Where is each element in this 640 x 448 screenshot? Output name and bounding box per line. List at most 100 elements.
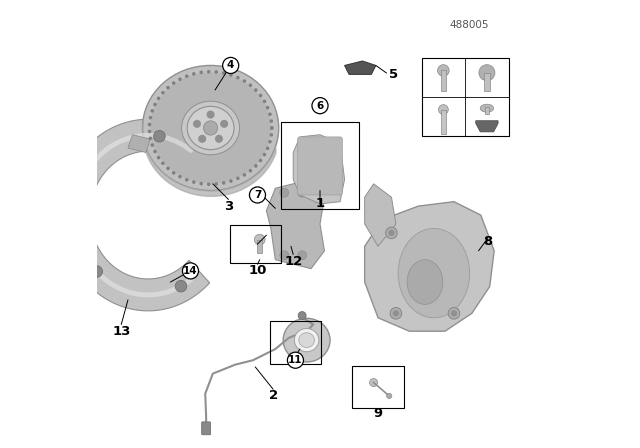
Circle shape — [248, 169, 252, 172]
Ellipse shape — [143, 65, 278, 190]
Ellipse shape — [480, 104, 493, 112]
Circle shape — [298, 251, 307, 260]
Circle shape — [161, 91, 164, 95]
Circle shape — [298, 188, 307, 197]
Circle shape — [388, 230, 395, 236]
Text: 12: 12 — [284, 255, 302, 268]
Circle shape — [259, 159, 262, 162]
Circle shape — [172, 171, 175, 175]
Text: 13: 13 — [112, 325, 131, 338]
Circle shape — [153, 150, 157, 153]
FancyBboxPatch shape — [441, 70, 446, 90]
Circle shape — [287, 352, 303, 368]
Circle shape — [248, 83, 252, 87]
Text: 488005: 488005 — [450, 20, 490, 30]
Polygon shape — [293, 135, 344, 204]
FancyBboxPatch shape — [298, 137, 342, 195]
Circle shape — [254, 164, 257, 168]
Circle shape — [207, 70, 211, 73]
Circle shape — [222, 71, 225, 75]
Text: 10: 10 — [248, 264, 267, 277]
Circle shape — [236, 76, 239, 79]
Circle shape — [448, 307, 460, 319]
Ellipse shape — [294, 328, 319, 352]
Circle shape — [438, 105, 448, 115]
Text: 2: 2 — [269, 389, 278, 402]
Circle shape — [148, 116, 152, 120]
Circle shape — [222, 181, 225, 185]
Circle shape — [157, 97, 161, 100]
Text: 5: 5 — [389, 68, 398, 81]
Circle shape — [280, 188, 289, 197]
Circle shape — [204, 121, 218, 135]
Text: 1: 1 — [316, 198, 324, 211]
Circle shape — [254, 234, 265, 245]
Text: 14: 14 — [183, 266, 198, 276]
Circle shape — [312, 98, 328, 114]
Ellipse shape — [283, 318, 330, 362]
FancyBboxPatch shape — [484, 108, 489, 114]
Circle shape — [161, 161, 164, 165]
FancyBboxPatch shape — [484, 73, 490, 90]
Circle shape — [198, 135, 206, 143]
Circle shape — [153, 103, 157, 106]
Circle shape — [229, 73, 233, 77]
Polygon shape — [365, 202, 494, 331]
Polygon shape — [61, 119, 210, 311]
Circle shape — [393, 310, 399, 316]
Circle shape — [182, 263, 198, 279]
Circle shape — [200, 71, 203, 74]
Circle shape — [390, 307, 402, 319]
Polygon shape — [266, 179, 324, 269]
Circle shape — [154, 130, 165, 142]
Circle shape — [298, 311, 306, 319]
FancyBboxPatch shape — [202, 422, 211, 435]
Ellipse shape — [299, 333, 314, 348]
Circle shape — [254, 88, 257, 92]
Circle shape — [150, 143, 154, 147]
Circle shape — [259, 94, 262, 97]
Text: 8: 8 — [483, 235, 492, 248]
Circle shape — [386, 227, 397, 239]
Circle shape — [268, 112, 272, 116]
Ellipse shape — [398, 228, 470, 318]
Circle shape — [215, 135, 223, 143]
Circle shape — [192, 180, 196, 184]
Circle shape — [220, 120, 228, 128]
Circle shape — [148, 129, 151, 133]
Circle shape — [243, 173, 246, 177]
Text: 3: 3 — [224, 200, 233, 213]
Circle shape — [178, 175, 182, 178]
Ellipse shape — [187, 106, 234, 150]
Ellipse shape — [150, 73, 271, 183]
Circle shape — [214, 182, 218, 186]
Circle shape — [148, 137, 152, 140]
Polygon shape — [365, 184, 396, 246]
Circle shape — [200, 182, 203, 185]
Circle shape — [266, 106, 269, 109]
Circle shape — [214, 70, 218, 74]
Circle shape — [207, 182, 211, 186]
Circle shape — [269, 119, 273, 123]
Text: 9: 9 — [374, 407, 383, 420]
Circle shape — [438, 65, 449, 76]
Circle shape — [262, 153, 266, 156]
FancyBboxPatch shape — [441, 110, 445, 134]
Circle shape — [479, 65, 495, 81]
Polygon shape — [128, 135, 150, 152]
Circle shape — [166, 167, 170, 170]
Circle shape — [150, 109, 154, 113]
Ellipse shape — [407, 260, 443, 304]
Circle shape — [185, 74, 189, 78]
Circle shape — [262, 99, 266, 103]
Circle shape — [270, 126, 273, 130]
Text: 7: 7 — [254, 190, 261, 200]
Circle shape — [270, 126, 273, 130]
Circle shape — [280, 251, 289, 260]
Circle shape — [223, 57, 239, 73]
Circle shape — [207, 111, 214, 119]
Circle shape — [243, 79, 246, 83]
Text: 11: 11 — [288, 355, 303, 365]
Text: 6: 6 — [316, 101, 324, 111]
Circle shape — [172, 81, 175, 85]
